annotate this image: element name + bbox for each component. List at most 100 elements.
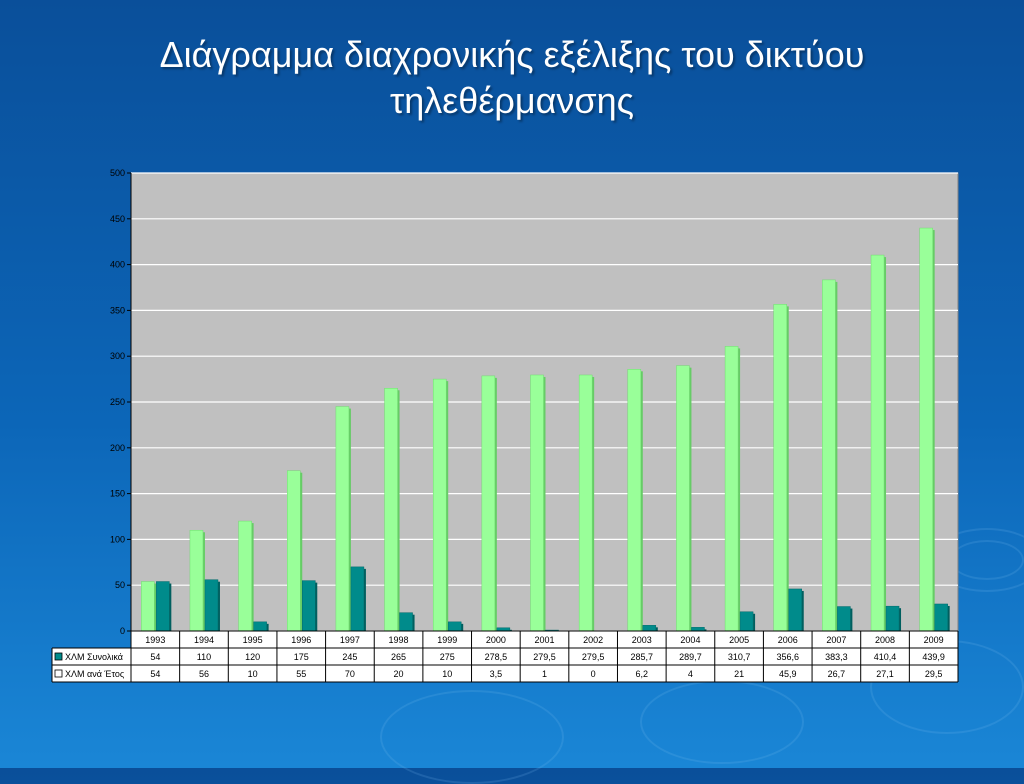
data-label: 55 [296, 669, 306, 679]
data-label: 0 [591, 669, 596, 679]
x-tick-label: 2009 [924, 635, 944, 645]
bar-total-km [676, 365, 690, 632]
table-header-row [131, 631, 958, 648]
slide-title-line2: τηλεθέρμανσης [390, 80, 634, 121]
bar-km-per-year [691, 627, 705, 632]
data-label: 56 [199, 669, 209, 679]
x-tick-label: 1993 [145, 635, 165, 645]
data-label: 278,5 [485, 652, 508, 662]
bar-side [154, 583, 157, 631]
bar-total-km [870, 254, 885, 632]
bar-km-per-year [885, 605, 900, 632]
bar-side [835, 281, 838, 631]
bar-total-km [189, 529, 204, 632]
bar-km-per-year [837, 606, 851, 632]
bar-side [655, 627, 658, 631]
data-label: 26,7 [828, 669, 846, 679]
data-label: 4 [688, 669, 693, 679]
data-label: 175 [294, 652, 309, 662]
x-tick-label: 1995 [243, 635, 263, 645]
x-tick-label: 2002 [583, 635, 603, 645]
bar-side [509, 629, 512, 631]
bar-side [640, 371, 643, 631]
slide-title: Διάγραμμα διαχρονικής εξέλιξης του δικτύ… [0, 32, 1024, 124]
y-tick-label: 200 [110, 443, 125, 453]
bar-total-km [530, 374, 544, 632]
legend-key [54, 669, 63, 678]
bar-side [753, 613, 756, 631]
data-label: 3,5 [490, 669, 503, 679]
bar-side [251, 523, 254, 631]
bar-side [363, 568, 366, 631]
bar-km-per-year [739, 611, 754, 632]
y-tick-label: 100 [110, 534, 125, 544]
data-label: 275 [440, 652, 455, 662]
bar-side [543, 376, 546, 631]
data-label: 10 [442, 669, 452, 679]
bar-side [592, 376, 595, 631]
y-tick-label: 250 [110, 397, 125, 407]
data-label: 27,1 [876, 669, 894, 679]
data-label: 54 [150, 652, 160, 662]
bar-total-km [578, 374, 593, 632]
y-tick-label: 400 [110, 260, 125, 270]
bar-side [266, 623, 269, 631]
bar-total-km [724, 346, 739, 632]
bar-side [300, 472, 303, 631]
data-label: 356,6 [776, 652, 799, 662]
data-label: 120 [245, 652, 260, 662]
y-tick-label: 0 [120, 626, 125, 636]
bar-side [494, 377, 497, 631]
bar-side [786, 306, 789, 631]
bar-side [801, 590, 804, 631]
bar-km-per-year [350, 566, 365, 632]
data-label: 20 [394, 669, 404, 679]
bar-total-km [335, 406, 350, 632]
data-label: 6,2 [636, 669, 649, 679]
bar-total-km [141, 581, 155, 632]
data-label: 310,7 [728, 652, 751, 662]
legend-key [54, 652, 63, 661]
y-tick-label: 50 [115, 580, 125, 590]
x-tick-label: 1998 [389, 635, 409, 645]
data-label: 245 [342, 652, 357, 662]
data-label: 70 [345, 669, 355, 679]
bar-km-per-year [642, 625, 657, 632]
x-tick-label: 2003 [632, 635, 652, 645]
data-label: 54 [150, 669, 160, 679]
bar-km-per-year [399, 612, 413, 632]
x-tick-label: 1996 [291, 635, 311, 645]
bar-side [397, 390, 400, 631]
bar-side [884, 257, 887, 631]
data-label: 285,7 [631, 652, 654, 662]
y-tick-label: 350 [110, 305, 125, 315]
bar-side [461, 623, 464, 631]
data-label: 279,5 [582, 652, 605, 662]
bar-side [899, 608, 902, 631]
data-label: 279,5 [533, 652, 556, 662]
data-label: 410,4 [874, 652, 897, 662]
y-tick-label: 150 [110, 489, 125, 499]
bar-total-km [432, 378, 447, 632]
bar-side [412, 614, 415, 631]
data-label: 10 [248, 669, 258, 679]
bar-side [932, 230, 935, 631]
data-label: 21 [734, 669, 744, 679]
x-tick-label: 2005 [729, 635, 749, 645]
bar-km-per-year [156, 581, 170, 632]
data-label: 29,5 [925, 669, 943, 679]
y-tick-label: 450 [110, 214, 125, 224]
bar-km-per-year [447, 621, 462, 632]
y-tick-label: 300 [110, 351, 125, 361]
bar-total-km [822, 279, 836, 632]
data-label: 110 [197, 652, 211, 662]
bar-side [202, 532, 205, 631]
bar-km-per-year [788, 588, 802, 632]
x-tick-label: 2001 [534, 635, 554, 645]
slide-title-line1: Διάγραμμα διαχρονικής εξέλιξης του δικτύ… [159, 34, 865, 75]
x-tick-label: 1994 [194, 635, 214, 645]
bar-side [704, 629, 707, 631]
bar-km-per-year [934, 603, 948, 632]
bar-side [169, 583, 172, 631]
